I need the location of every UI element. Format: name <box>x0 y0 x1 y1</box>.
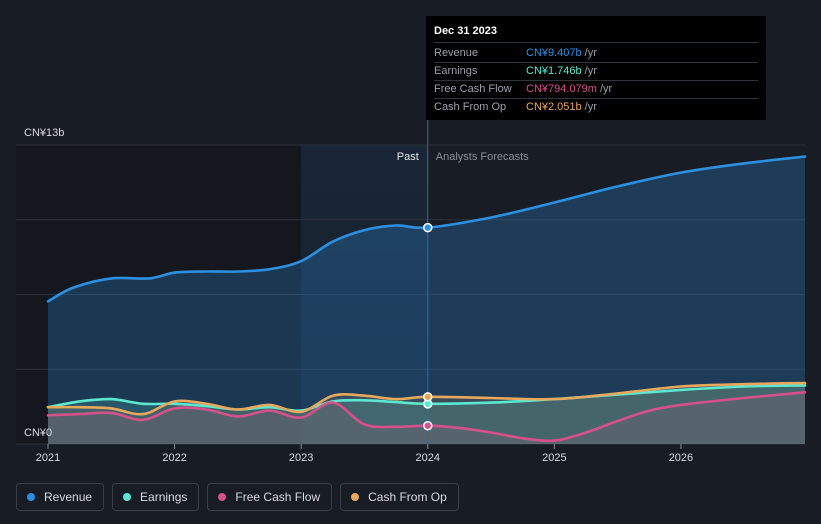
legend-label: Free Cash Flow <box>235 490 321 504</box>
legend-label: Cash From Op <box>368 490 447 504</box>
tooltip-value: CN¥1.746b <box>526 65 582 77</box>
tooltip-value: CN¥794.079m <box>526 83 597 95</box>
earnings-area <box>48 385 805 444</box>
tooltip-label: Earnings <box>434 65 478 77</box>
series-lines <box>46 155 807 443</box>
legend-dot-icon <box>218 493 227 501</box>
tooltip-row-revenue: Revenue CN¥9.407b /yr <box>434 45 758 63</box>
legend-dot-icon <box>351 493 360 501</box>
x-tick-label: 2025 <box>542 452 566 464</box>
gridlines <box>16 144 805 445</box>
tooltip-value: CN¥2.051b <box>526 101 582 113</box>
data-tooltip: Dec 31 2023 Revenue CN¥9.407b /yr Earnin… <box>426 16 766 120</box>
tooltip-row-cash-from-op: Cash From Op CN¥2.051b /yr <box>434 99 758 116</box>
cash-from-op-marker[interactable] <box>423 392 433 402</box>
cash-from-op-line <box>46 381 807 416</box>
x-tick-label: 2023 <box>289 452 313 464</box>
tooltip-unit: /yr <box>584 65 597 77</box>
legend-label: Revenue <box>44 490 93 504</box>
tooltip-row-earnings: Earnings CN¥1.746b /yr <box>434 63 758 81</box>
chart-canvas: CN¥13b CN¥0 Past Analysts Forecasts 2021… <box>16 120 807 464</box>
tooltip-label: Cash From Op <box>434 101 507 113</box>
legend-item-revenue[interactable]: Revenue <box>16 483 105 511</box>
legend-dot-icon <box>27 493 35 501</box>
legend-dot-icon <box>123 493 132 501</box>
tooltip-label: Free Cash Flow <box>434 83 512 95</box>
tooltip-unit: /yr <box>584 47 597 59</box>
series-markers <box>423 222 433 431</box>
analysts-forecasts-label: Analysts Forecasts <box>436 151 529 163</box>
free-cash-flow-area <box>48 392 805 444</box>
tooltip-date: Dec 31 2023 <box>434 24 758 43</box>
legend-item-earnings[interactable]: Earnings <box>112 483 200 511</box>
revenue-marker[interactable] <box>423 222 433 233</box>
tooltip-value: CN¥9.407b <box>526 47 582 59</box>
legend-item-free-cash-flow[interactable]: Free Cash Flow <box>207 483 333 511</box>
x-tick-label: 2022 <box>162 452 186 464</box>
x-tick-label: 2021 <box>36 452 60 464</box>
tooltip-unit: /yr <box>584 101 597 113</box>
past-label: Past <box>397 151 419 163</box>
cash-from-op-area <box>48 383 805 444</box>
legend-item-cash-from-op[interactable]: Cash From Op <box>340 483 459 511</box>
free-cash-flow-line <box>46 391 807 443</box>
revenue-area <box>48 156 805 444</box>
tooltip-unit: /yr <box>599 83 613 95</box>
tooltip-label: Revenue <box>434 47 479 59</box>
y-axis-top-label: CN¥13b <box>24 127 64 139</box>
x-tick-label: 2026 <box>669 452 693 464</box>
revenue-line <box>46 155 807 303</box>
y-axis-bottom-label: CN¥0 <box>24 427 52 439</box>
tooltip-row-free-cash-flow: Free Cash Flow CN¥794.079m /yr <box>434 81 758 99</box>
legend-label: Earnings <box>140 490 188 504</box>
chart-legend: Revenue Earnings Free Cash Flow Cash Fro… <box>16 483 459 511</box>
x-axis-ticks: 2021 2022 2023 2024 2025 2026 <box>36 444 693 464</box>
x-tick-label: 2024 <box>416 452 440 464</box>
free-cash-flow-marker[interactable] <box>423 420 433 431</box>
series-areas <box>48 156 805 444</box>
